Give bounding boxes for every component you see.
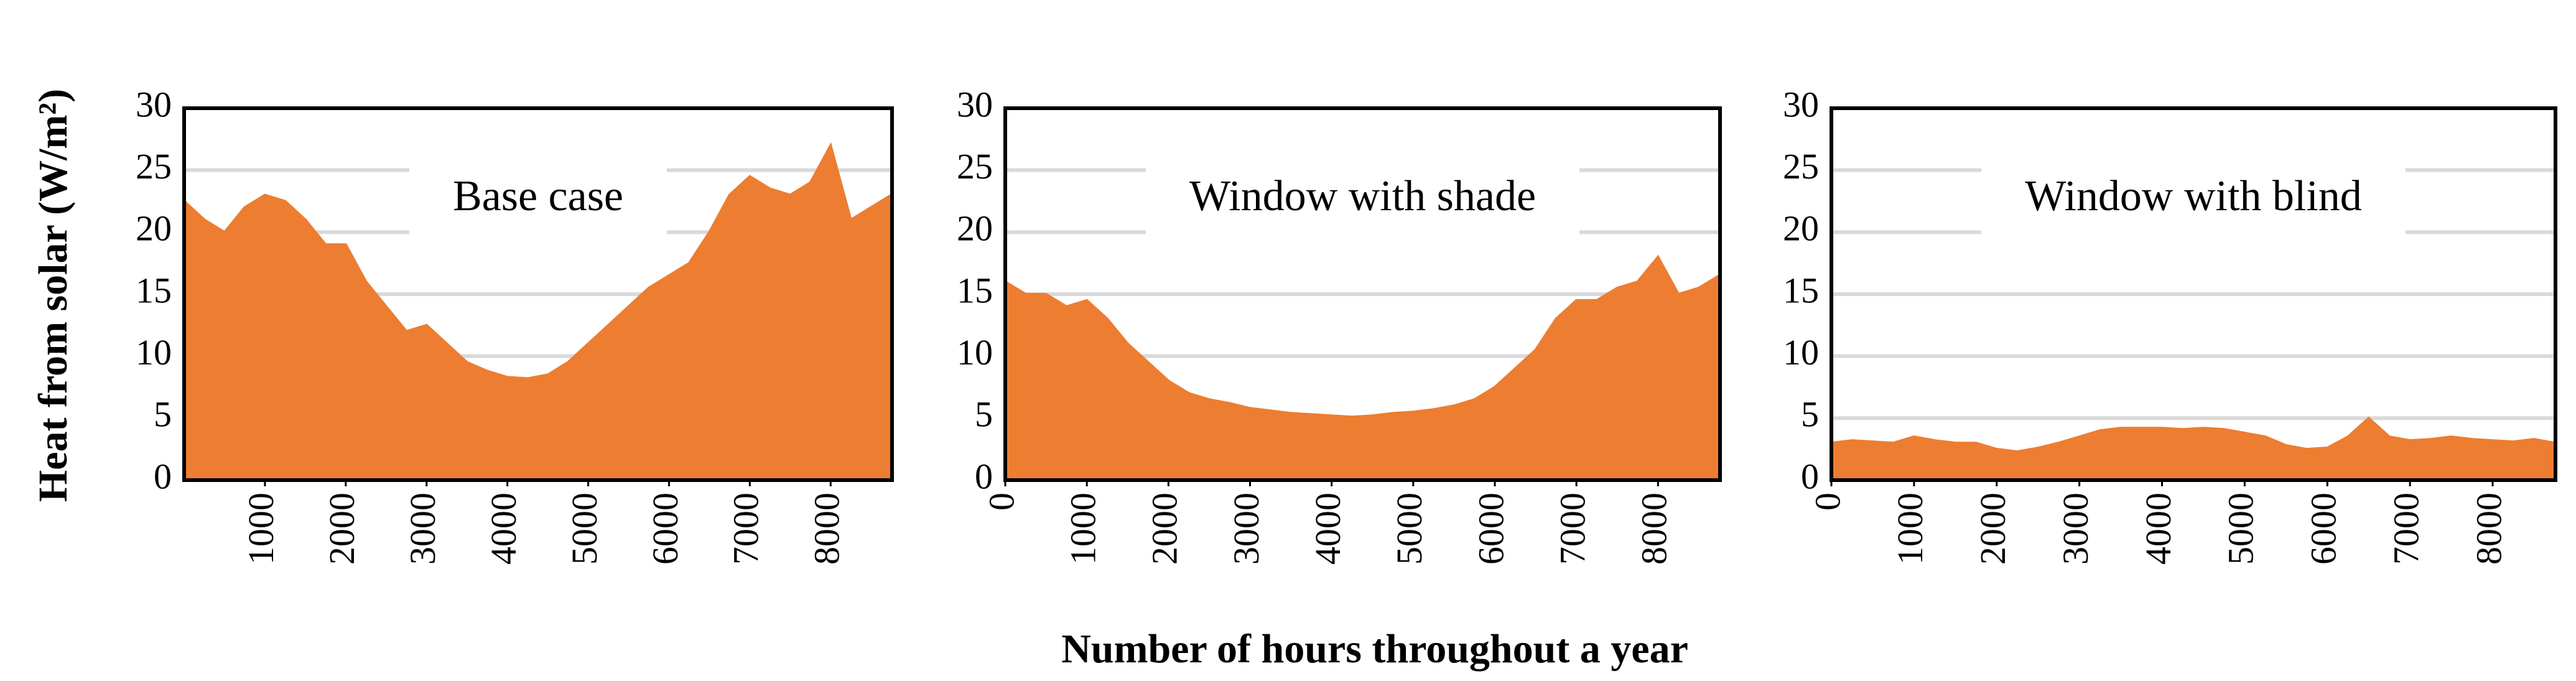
x-tick-label: 5000 [1389, 493, 1430, 565]
x-tick-label: 3000 [1226, 493, 1267, 565]
y-tick-label: 25 [957, 146, 993, 187]
y-tick-label: 30 [957, 84, 993, 124]
x-tick-label: 8000 [807, 493, 847, 565]
x-tick-label: 1000 [1890, 493, 1930, 565]
x-tick-label: 4000 [483, 493, 524, 565]
x-tick-label: 2000 [1973, 493, 2013, 565]
x-tick-label: 6000 [1471, 493, 1511, 565]
panel-title: Base case [453, 172, 623, 220]
plot-frame [182, 106, 894, 482]
x-tick-label: 6000 [645, 493, 686, 565]
x-tick-label: 5000 [2221, 493, 2261, 565]
y-tick-label: 0 [154, 456, 172, 496]
title-background [1145, 147, 1580, 246]
area [183, 142, 893, 481]
x-tick-label: 7000 [2386, 493, 2426, 565]
y-tick-label: 15 [136, 270, 172, 310]
y-axis-label: Heat from solar (W/m²) [30, 89, 76, 502]
y-tick-label: 30 [136, 84, 172, 124]
y-tick-label: 5 [1801, 394, 1819, 435]
y-tick-label: 20 [1783, 208, 1819, 249]
y-tick-label: 10 [1783, 332, 1819, 373]
y-tick-label: 25 [136, 146, 172, 187]
x-tick-label: 1000 [1062, 493, 1103, 565]
title-background [409, 147, 667, 246]
x-tick-label: 0 [1807, 493, 1848, 511]
x-tick-label: 6000 [2304, 493, 2344, 565]
y-tick-label: 10 [957, 332, 993, 373]
y-tick-label: 0 [1801, 456, 1819, 496]
y-tick-label: 10 [136, 332, 172, 373]
y-tick-label: 20 [957, 208, 993, 249]
y-tick-label: 25 [1783, 146, 1819, 187]
y-tick-label: 15 [957, 270, 993, 310]
panel: 0 5 10 15 20 25 30 Base case 1000 2000 3000 4000 500… [136, 84, 894, 565]
x-tick-label: 4000 [1308, 493, 1348, 565]
y-tick-label: 15 [1783, 270, 1819, 310]
x-axis-label: Number of hours throughout a year [1061, 626, 1688, 672]
panel-title: Window with shade [1189, 172, 1536, 220]
panel: 0 5 10 15 20 25 30 Window with blind 0 1000 2000 30… [1783, 84, 2557, 565]
y-tick-label: 5 [154, 394, 172, 435]
x-tick-label: 3000 [2055, 493, 2096, 565]
area [1004, 254, 1721, 481]
y-tick-label: 5 [975, 394, 993, 435]
x-tick-label: 3000 [402, 493, 443, 565]
plot-frame [1003, 106, 1722, 482]
x-tick-label: 2000 [1145, 493, 1185, 565]
x-tick-label: 2000 [322, 493, 362, 565]
plot-frame [1830, 106, 2557, 482]
x-tick-label: 7000 [1552, 493, 1593, 565]
x-tick-label: 8000 [2468, 493, 2509, 565]
x-tick-label: 4000 [2138, 493, 2178, 565]
panel-title: Window with blind [2025, 172, 2362, 220]
x-tick-label: 0 [981, 493, 1021, 511]
x-tick-label: 7000 [726, 493, 766, 565]
x-tick-label: 1000 [241, 493, 281, 565]
title-background [1981, 147, 2406, 246]
y-tick-label: 30 [1783, 84, 1819, 124]
y-tick-label: 20 [136, 208, 172, 249]
x-tick-label: 8000 [1634, 493, 1675, 565]
x-tick-label: 5000 [564, 493, 605, 565]
area [1830, 416, 2556, 481]
y-tick-label: 0 [975, 456, 993, 496]
panel: 0 5 10 15 20 25 30 Window with shade 0 1000 2000 30… [957, 84, 1722, 565]
